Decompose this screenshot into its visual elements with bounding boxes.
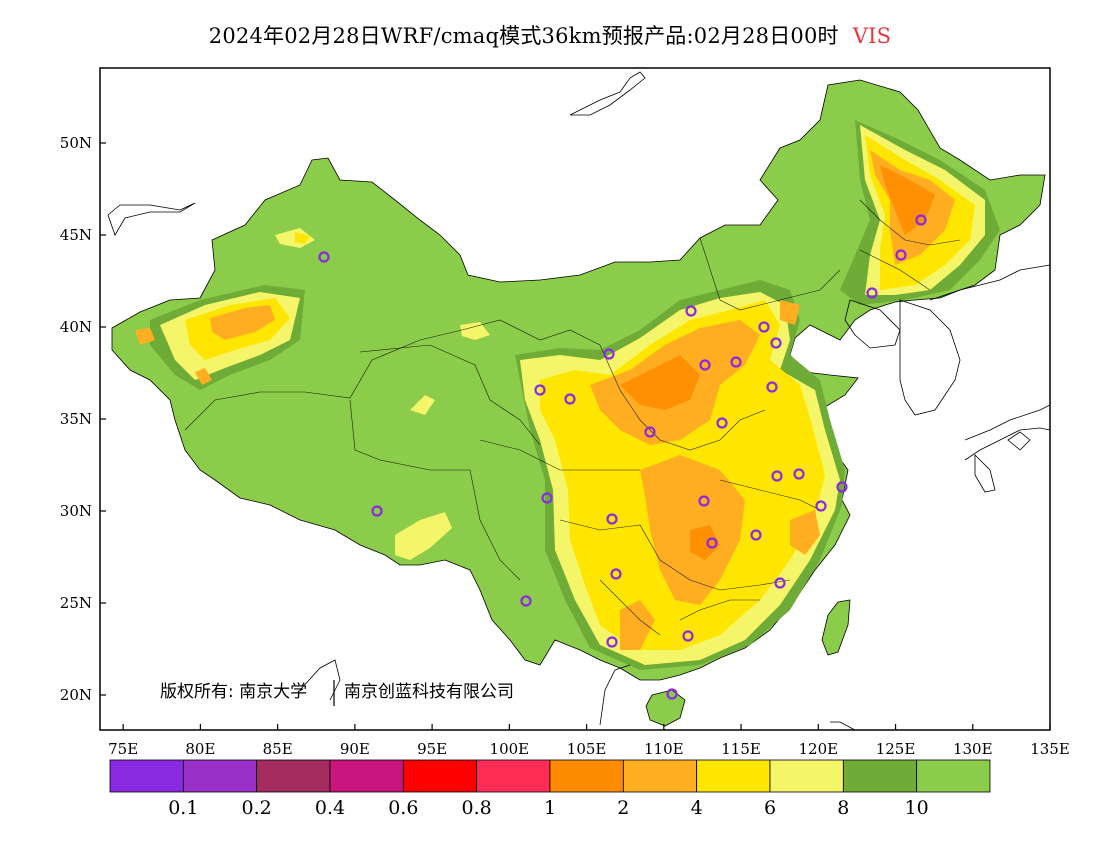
colorbar-swatch bbox=[549, 759, 624, 793]
map-layers bbox=[107, 71, 1051, 731]
lon-label: 110E bbox=[644, 740, 684, 758]
latitude-axis: 50N 45N 40N 35N 30N 25N 20N bbox=[60, 134, 106, 704]
lon-label: 105E bbox=[567, 740, 607, 758]
vis-1-2-zones bbox=[620, 165, 935, 560]
lon-label: 85E bbox=[263, 740, 293, 758]
station-markers bbox=[318, 214, 927, 700]
lon-label: 100E bbox=[490, 740, 530, 758]
taiwan-island bbox=[821, 599, 851, 656]
colorbar-label: 0.6 bbox=[388, 797, 418, 819]
copyright-company: 南京创蓝科技有限公司 bbox=[344, 682, 514, 702]
lon-label: 95E bbox=[417, 740, 447, 758]
title-variable: VIS bbox=[852, 24, 892, 48]
copyright-owner: 版权所有: 南京大学 bbox=[160, 682, 307, 702]
colorbar-swatch bbox=[769, 759, 844, 793]
province-boundaries bbox=[184, 199, 961, 636]
title-text: 2024年02月28日WRF/cmaq模式36km预报产品:02月28日00时 bbox=[208, 24, 839, 48]
lon-label: 115E bbox=[721, 740, 761, 758]
colorbar-label: 0.4 bbox=[315, 797, 345, 819]
colorbar-swatch bbox=[476, 759, 551, 793]
lon-label: 130E bbox=[953, 740, 993, 758]
lon-label: 135E bbox=[1030, 740, 1070, 758]
colorbar-swatch bbox=[182, 759, 258, 793]
colorbar-swatch bbox=[622, 759, 698, 793]
colorbar: 0.1 0.2 0.4 0.6 0.8 1 2 4 6 8 10 bbox=[109, 759, 991, 819]
colorbar-swatch bbox=[109, 759, 184, 793]
colorbar-swatch bbox=[916, 759, 991, 793]
colorbar-swatch bbox=[329, 759, 404, 793]
colorbar-label: 0.1 bbox=[168, 797, 198, 819]
colorbar-label: 1 bbox=[544, 797, 556, 819]
colorbar-label: 6 bbox=[764, 797, 776, 819]
lon-label: 75E bbox=[108, 740, 138, 758]
hainan-island bbox=[645, 689, 686, 727]
lat-label: 40N bbox=[60, 318, 92, 336]
lat-label: 45N bbox=[60, 226, 92, 244]
lon-label: 90E bbox=[340, 740, 370, 758]
colorbar-label: 0.8 bbox=[462, 797, 492, 819]
lat-label: 35N bbox=[60, 410, 92, 428]
colorbar-label: 2 bbox=[617, 797, 629, 819]
lon-label: 120E bbox=[798, 740, 838, 758]
colorbar-swatch bbox=[696, 759, 771, 793]
lon-label: 125E bbox=[876, 740, 916, 758]
colorbar-label: 8 bbox=[837, 797, 849, 819]
lat-label: 20N bbox=[60, 686, 92, 704]
colorbar-label: 10 bbox=[905, 797, 929, 819]
colorbar-label: 4 bbox=[691, 797, 703, 819]
map-frame bbox=[99, 67, 1051, 731]
longitude-axis: 75E 80E 85E 90E 95E 100E 105E 110E 115E 120E 125E 1… bbox=[108, 724, 1070, 758]
colorbar-swatch bbox=[256, 759, 331, 793]
lat-label: 25N bbox=[60, 594, 92, 612]
lat-label: 50N bbox=[60, 134, 92, 152]
neighbour-coastlines bbox=[107, 71, 1051, 731]
lat-label: 30N bbox=[60, 502, 92, 520]
copyright-block: 版权所有: 南京大学 南京创蓝科技有限公司 bbox=[160, 680, 514, 706]
colorbar-label: 0.2 bbox=[242, 797, 272, 819]
colorbar-swatch bbox=[402, 759, 478, 793]
colorbar-swatch bbox=[842, 759, 918, 793]
map-title: 2024年02月28日WRF/cmaq模式36km预报产品:02月28日00时 V… bbox=[0, 20, 1100, 50]
lon-label: 80E bbox=[185, 740, 215, 758]
